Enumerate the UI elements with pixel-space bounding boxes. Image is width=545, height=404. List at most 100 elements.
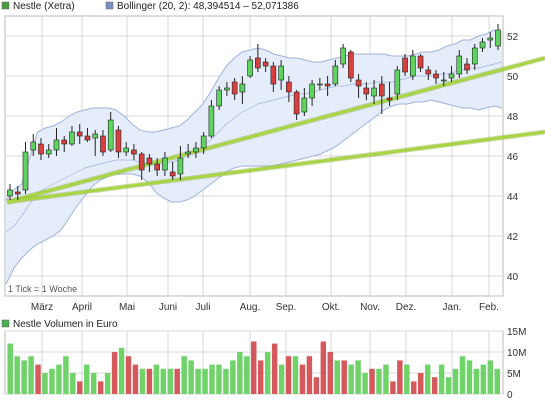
candlesticks xyxy=(7,24,501,200)
volume-bar xyxy=(278,364,285,394)
legend-swatch-price xyxy=(1,1,10,10)
candle-body xyxy=(61,139,68,145)
candle-body xyxy=(495,29,501,47)
volume-bar xyxy=(63,356,69,394)
candle-body xyxy=(208,105,215,137)
volume-bar xyxy=(202,368,208,394)
candle-body xyxy=(471,47,478,65)
candle-body xyxy=(425,69,432,75)
price-y-axis: 40 42 44 46 48 50 52 xyxy=(507,32,519,283)
candle-body xyxy=(355,79,362,87)
price-y-tick-label: 46 xyxy=(507,152,519,163)
candle-body xyxy=(231,81,238,95)
volume-bar xyxy=(355,360,361,394)
volume-bar xyxy=(334,360,340,394)
candle-body xyxy=(154,163,160,171)
candle-body xyxy=(76,131,83,137)
volume-bar xyxy=(7,343,13,394)
candle-body xyxy=(409,55,416,77)
price-x-tick-label: Feb. xyxy=(479,302,499,313)
candle-body xyxy=(185,151,191,155)
volume-bar xyxy=(341,360,347,394)
volume-bar xyxy=(480,364,487,394)
price-y-tick-label: 50 xyxy=(507,72,519,83)
price-x-axis: März April Mai Juni Juli Aug. Sep. Okt. Nov. Dez.… xyxy=(31,302,499,313)
volume-bar xyxy=(181,356,187,394)
volume-bar xyxy=(473,368,480,394)
volume-bar xyxy=(21,360,27,394)
candle-body xyxy=(107,119,114,151)
candle-body xyxy=(309,83,315,99)
volume-bar xyxy=(77,381,83,394)
price-x-tick-label: Mai xyxy=(119,302,135,313)
candle-body xyxy=(332,65,339,85)
volume-bar xyxy=(459,356,466,394)
candle-body xyxy=(464,63,470,71)
candle-body xyxy=(239,83,246,93)
price-y-tick-label: 42 xyxy=(507,232,519,243)
volume-bar xyxy=(160,368,167,394)
volume-bar xyxy=(424,364,431,394)
volume-bar xyxy=(362,373,368,394)
volume-bar xyxy=(271,343,278,394)
volume-bar xyxy=(223,368,229,394)
candle-body xyxy=(270,65,277,85)
volume-bar xyxy=(132,364,139,394)
candle-body xyxy=(247,59,253,77)
candle-body xyxy=(45,149,52,155)
volume-bar xyxy=(230,360,236,394)
volume-bar xyxy=(376,368,382,394)
volume-bar xyxy=(292,356,299,394)
volume-bar xyxy=(348,364,354,394)
volume-bar xyxy=(251,341,257,394)
volume-y-tick-label: 5M xyxy=(507,369,521,380)
legend-label-price: Nestle (Xetra) xyxy=(13,1,75,12)
candle-body xyxy=(84,135,91,141)
volume-bar xyxy=(118,347,125,394)
volume-bar xyxy=(195,368,201,394)
volume-bar xyxy=(244,356,250,394)
volume-bar xyxy=(139,368,146,394)
volume-y-axis: 15M 10M 5M 0 xyxy=(507,327,526,401)
volume-bar xyxy=(369,368,375,394)
candle-body xyxy=(162,157,168,171)
price-x-tick-label: Juni xyxy=(159,302,177,313)
candle-body xyxy=(216,89,222,107)
candle-body xyxy=(278,65,284,81)
candle-body xyxy=(193,147,199,153)
candle-body xyxy=(394,69,401,95)
candle-body xyxy=(479,41,486,49)
volume-bar xyxy=(487,360,494,394)
candle-body xyxy=(348,51,354,79)
candle-body xyxy=(286,81,292,93)
price-y-tick-label: 52 xyxy=(507,32,519,43)
price-x-tick-label: Sep. xyxy=(276,302,297,313)
candle-body xyxy=(448,73,455,79)
price-x-tick-label: Dez. xyxy=(396,302,417,313)
candle-body xyxy=(301,97,308,113)
trend-line xyxy=(6,130,545,204)
volume-bar xyxy=(125,356,132,394)
bollinger-middle-line xyxy=(5,61,503,233)
candle-body xyxy=(123,147,129,153)
candle-body xyxy=(363,87,370,95)
candle-body xyxy=(69,131,75,145)
candle-body xyxy=(146,157,153,165)
volume-bar xyxy=(306,356,313,394)
candle-body xyxy=(293,91,300,115)
trend-lines xyxy=(6,55,545,205)
volume-bar xyxy=(431,377,438,394)
candle-body xyxy=(262,61,269,67)
candle-body xyxy=(131,149,137,155)
volume-bar xyxy=(299,364,306,394)
candle-body xyxy=(169,171,176,177)
price-x-tick-label: Jan. xyxy=(443,302,462,313)
candle-body xyxy=(456,55,463,75)
volume-bar xyxy=(404,364,410,394)
legend-swatch-volume xyxy=(1,319,10,328)
volume-bar xyxy=(97,381,104,394)
candle-body xyxy=(317,83,323,86)
volume-bar xyxy=(153,364,160,394)
volume-bar xyxy=(167,368,173,394)
